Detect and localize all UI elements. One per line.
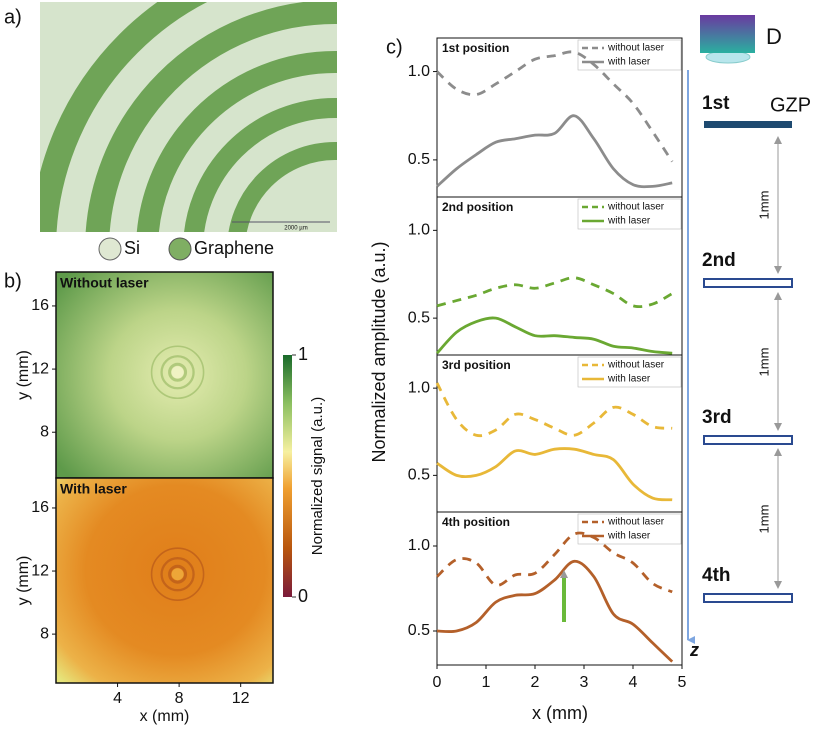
legend-box (577, 198, 682, 230)
x-tick-label: 5 (678, 674, 687, 691)
heatmap-center (171, 568, 184, 581)
x-axis-label: x (mm) (140, 708, 190, 725)
x-tick-label: 2 (531, 674, 540, 691)
x-tick-label: 3 (580, 674, 589, 691)
scale-bar-label: 2000 µm (284, 226, 307, 232)
spacing-label: 1mm (756, 505, 771, 534)
chart-title: 2nd position (442, 200, 513, 214)
heatmap-title: With laser (60, 481, 127, 497)
x-tick-label: 4 (629, 674, 638, 691)
panel-label: b) (4, 270, 22, 292)
position-label: 3rd (702, 407, 732, 428)
gzp-plate (703, 593, 793, 603)
chart-title: 1st position (442, 41, 509, 55)
legend-label: with laser (607, 374, 651, 385)
line-series (435, 316, 673, 355)
lens-label: GZP (770, 94, 811, 116)
colorbar-tick-label: 0 (298, 586, 308, 606)
legend-label: without laser (607, 360, 665, 371)
y-axis-label: y (mm) (15, 556, 32, 606)
legend-label: without laser (607, 202, 665, 213)
legend-label: with laser (607, 216, 651, 227)
y-tick-label: 12 (31, 562, 49, 579)
gzp-plate (703, 278, 793, 288)
line-series (436, 114, 673, 189)
x-axis-label: x (mm) (532, 703, 588, 723)
y-tick-label: 16 (31, 297, 49, 314)
line-series (436, 531, 673, 594)
legend-swatch (98, 237, 122, 261)
line-series (436, 276, 673, 309)
y-tick-label: 8 (40, 423, 49, 440)
legend-swatch (168, 237, 192, 261)
position-label: 4th (702, 565, 731, 586)
z-axis-label: z (689, 640, 699, 660)
legend-label: Si (124, 238, 140, 258)
heatmap-ring (150, 345, 205, 400)
y-tick-label: 8 (40, 625, 49, 642)
colorbar-tick-label: 1 (298, 344, 308, 364)
line-series (435, 382, 673, 438)
spacing-label: 1mm (756, 191, 771, 220)
detector-label: D (766, 24, 782, 49)
y-tick-label: 0.5 (408, 622, 430, 639)
spacing-label: 1mm (756, 348, 771, 377)
detector (700, 15, 755, 53)
legend-label: with laser (607, 531, 651, 542)
heatmap-ring (160, 557, 195, 592)
legend-label: without laser (607, 517, 665, 528)
y-tick-label: 0.5 (408, 309, 430, 326)
legend-box (577, 356, 682, 388)
chart-title: 4th position (442, 515, 510, 529)
heatmap-ring (150, 547, 205, 601)
y-tick-label: 16 (31, 499, 49, 516)
x-tick-label: 8 (175, 690, 184, 707)
y-axis-label: Normalized amplitude (a.u.) (369, 241, 389, 462)
y-tick-label: 1.0 (408, 537, 430, 554)
x-tick-label: 12 (232, 690, 250, 707)
heatmap-ring (168, 362, 188, 382)
heatmap-ring (168, 564, 188, 584)
heatmap-frame (55, 477, 274, 684)
gzp-plate (703, 435, 793, 445)
heatmap-title: Without laser (60, 275, 149, 291)
y-tick-label: 1.0 (408, 63, 430, 80)
x-tick-label: 1 (482, 674, 491, 691)
heatmap-ring (160, 355, 195, 390)
legend-label: with laser (607, 57, 651, 68)
position-label: 2nd (702, 250, 736, 271)
y-tick-label: 12 (31, 360, 49, 377)
gzp-plate (704, 121, 792, 128)
heatmap-image (56, 272, 273, 478)
micrograph (40, 2, 337, 232)
panel-label: a) (4, 6, 22, 28)
diagram (687, 15, 793, 644)
x-tick-label: 0 (433, 674, 442, 691)
line-series (436, 559, 674, 663)
heatmap-center (171, 366, 184, 379)
panel-label: c) (386, 36, 403, 58)
colorbar (283, 355, 292, 597)
y-tick-label: 1.0 (408, 379, 430, 396)
legend-label: without laser (607, 43, 665, 54)
y-axis-label: y (mm) (15, 350, 32, 400)
y-tick-label: 0.5 (408, 151, 430, 168)
y-tick-label: 1.0 (408, 222, 430, 239)
heatmap-image (56, 478, 273, 683)
legend-label: Graphene (194, 238, 274, 258)
line-series (436, 447, 673, 502)
position-label: 1st (702, 93, 730, 114)
chart-title: 3rd position (442, 358, 511, 372)
colorbar-label: Normalized signal (a.u.) (309, 397, 326, 555)
y-tick-label: 0.5 (408, 467, 430, 484)
line-series (436, 50, 674, 163)
x-tick-label: 4 (113, 690, 122, 707)
